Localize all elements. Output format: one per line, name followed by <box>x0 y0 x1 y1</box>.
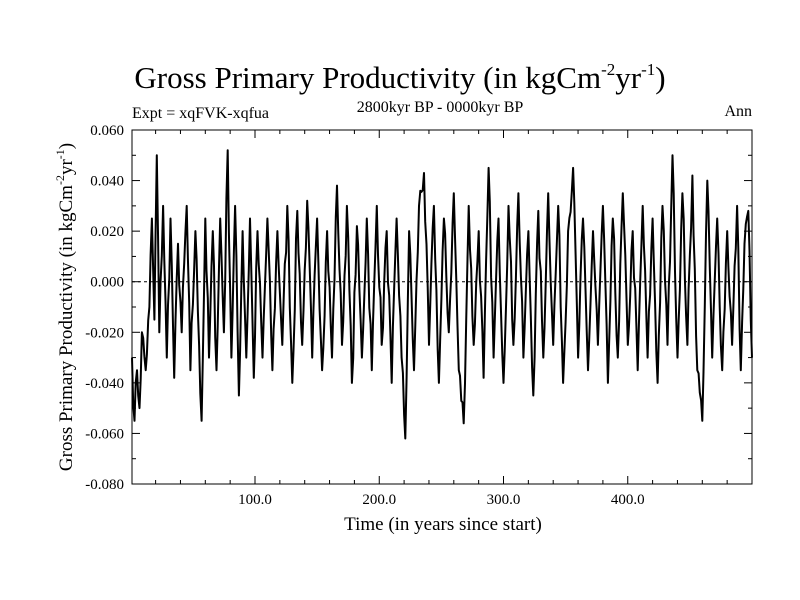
series-line-gpp <box>131 149 753 440</box>
chart-title-exponent-2: -1 <box>641 60 656 79</box>
x-tick-label: 400.0 <box>611 492 645 508</box>
season-label: Ann <box>724 103 752 120</box>
y-axis-title-exponent-1: -2 <box>53 175 67 185</box>
period-label: 2800kyr BP - 0000kyr BP <box>356 99 524 116</box>
x-axis-title: Time (in years since start) <box>344 514 542 535</box>
y-tick-label: 0.000 <box>90 275 124 291</box>
chart-title-mid: yr <box>615 60 642 95</box>
plot-frame <box>131 129 753 485</box>
chart-title-main: Gross Primary Productivity (in kgCm <box>134 60 602 95</box>
y-tick-label: 0.040 <box>90 174 124 190</box>
x-tick-label: 200.0 <box>362 492 396 508</box>
y-axis-title-close: ) <box>56 143 77 149</box>
experiment-label: Expt = xqFVK-xqfua <box>132 105 270 122</box>
y-axis-title: Gross Primary Productivity (in kgCm-2yr-… <box>53 143 77 471</box>
x-tick-label: 300.0 <box>487 492 521 508</box>
y-tick-label: 0.020 <box>90 224 124 240</box>
y-tick-label: -0.020 <box>85 325 124 341</box>
chart-title-exponent-1: -2 <box>601 60 616 79</box>
chart-title-close: ) <box>655 60 666 95</box>
y-tick-label: -0.080 <box>85 477 124 493</box>
y-axis-title-mid: yr <box>56 159 77 176</box>
y-tick-label: -0.060 <box>85 426 124 442</box>
y-tick-label: -0.040 <box>85 376 124 392</box>
x-tick-label: 100.0 <box>238 492 272 508</box>
chart-title: Gross Primary Productivity (in kgCm-2yr-… <box>0 58 800 98</box>
y-axis-title-exponent-2: -1 <box>53 149 67 159</box>
y-axis-title-main: Gross Primary Productivity (in kgCm <box>56 185 77 471</box>
y-tick-label: 0.060 <box>90 123 124 139</box>
